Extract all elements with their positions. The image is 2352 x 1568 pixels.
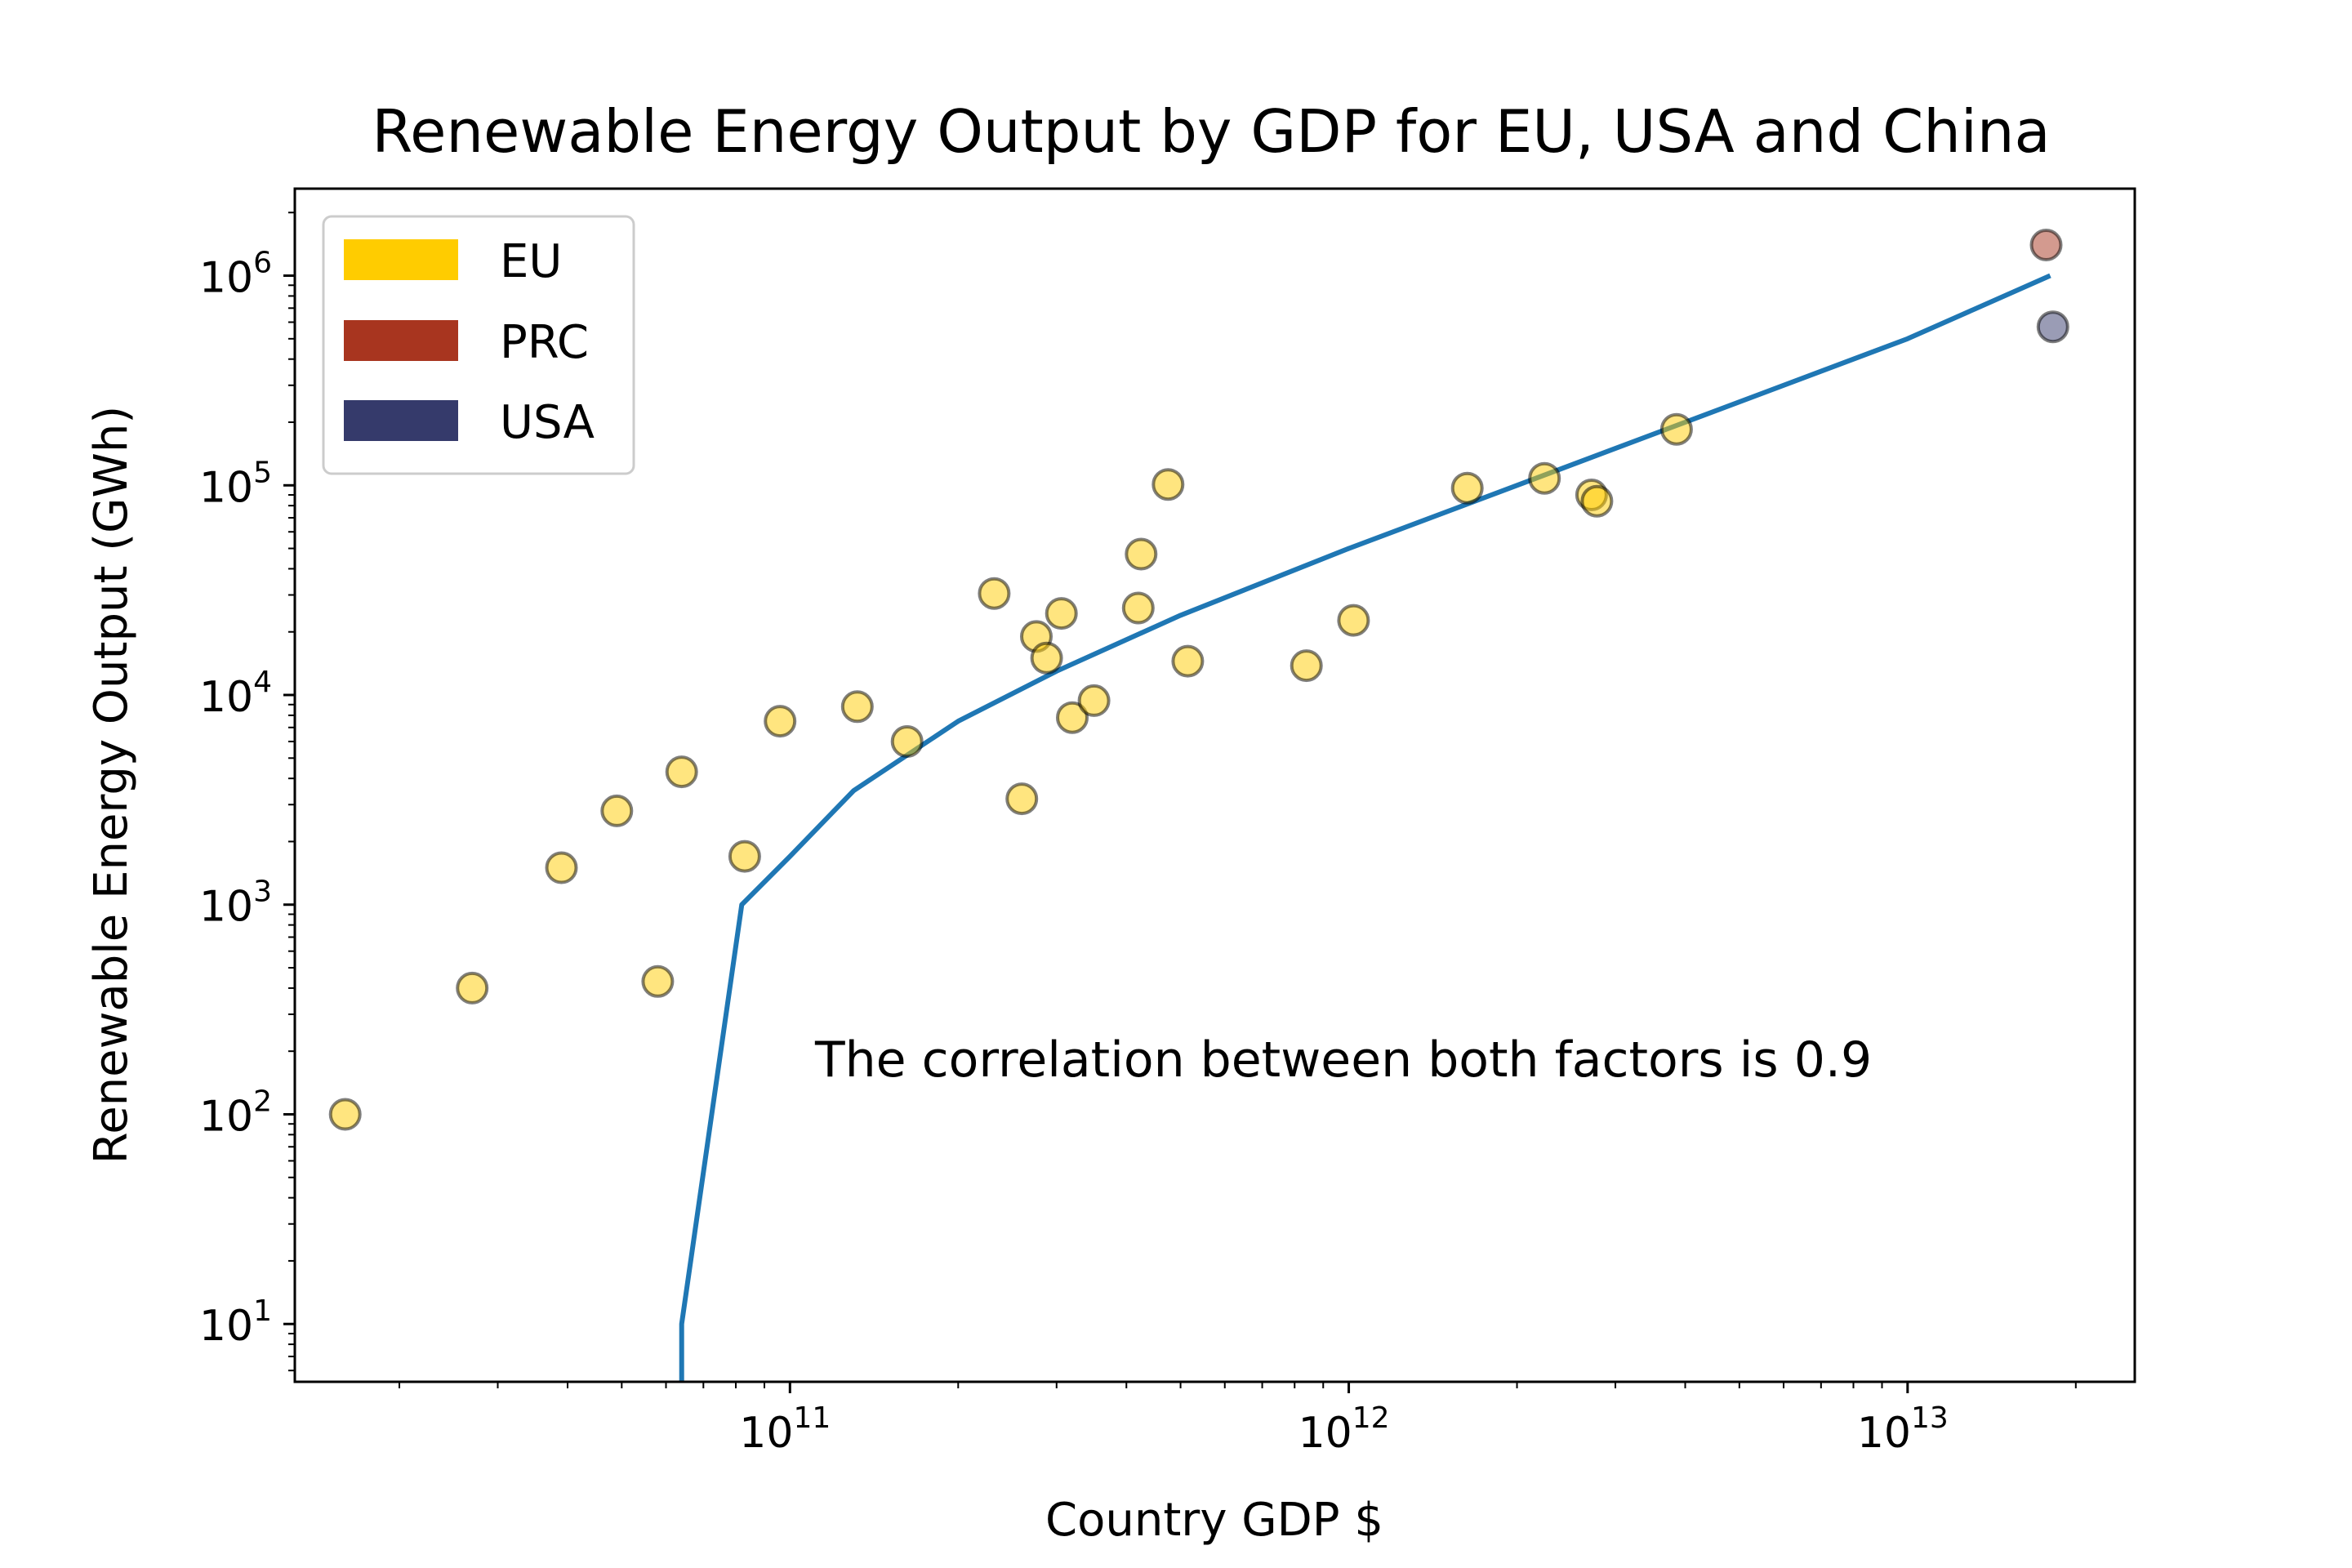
y-tick-label: 102 [199,1085,272,1141]
data-point-eu [1528,461,1561,495]
data-point-eu [600,794,634,827]
data-point-eu [1045,597,1078,630]
legend-label-usa: USA [500,396,595,449]
x-tick-label: 1012 [1298,1401,1390,1458]
x-tick-label: 1011 [739,1401,831,1458]
data-point-eu [1337,604,1370,637]
data-point-eu [1077,684,1111,717]
data-point-eu [328,1098,362,1131]
data-point-eu [1030,641,1063,675]
data-point-eu [456,971,489,1004]
y-tick-label: 101 [199,1294,272,1351]
legend-swatch-eu [344,239,458,280]
data-point-eu [764,705,797,738]
data-point-eu [545,851,578,884]
data-point-eu [1121,591,1155,625]
data-point-eu [1659,412,1693,446]
data-point-eu [728,840,761,873]
data-point-eu [1125,537,1158,571]
data-layer [328,229,2069,1382]
data-point-eu [1056,701,1089,734]
legend: EU PRC USA [322,215,635,475]
data-point-eu [665,755,698,789]
data-point-eu [978,577,1011,610]
y-tick-label: 103 [199,875,272,932]
y-tick-label: 104 [199,666,272,722]
legend-swatch-usa [344,400,458,441]
data-point-eu [641,964,675,998]
data-point-eu [890,725,924,758]
legend-swatch-prc [344,320,458,361]
data-point-eu [1005,782,1039,816]
legend-label-prc: PRC [500,316,589,369]
data-point-eu [1580,484,1614,518]
legend-label-eu: EU [500,235,562,288]
x-tick-label: 1013 [1857,1401,1949,1458]
data-point-eu [1171,644,1205,678]
data-point-eu [1152,468,1185,501]
ticks-layer: 1011 1012 1013 101 102 103 104 105 106 [199,212,2077,1458]
chart-title: Renewable Energy Output by GDP for EU, U… [372,97,2050,166]
y-axis-label: Renewable Energy Output (GWh) [85,406,138,1164]
x-axis-label: Country GDP $ [1045,1494,1383,1547]
data-point-eu [1290,649,1323,683]
data-point-eu [1450,471,1484,505]
correlation-annotation: The correlation between both factors is … [814,1031,1872,1089]
data-point-usa [2036,310,2069,344]
y-tick-label: 106 [199,247,272,303]
data-point-prc [2029,229,2063,261]
data-point-eu [840,690,874,724]
y-tick-label: 105 [199,456,272,512]
plot-frame [293,187,2136,1383]
